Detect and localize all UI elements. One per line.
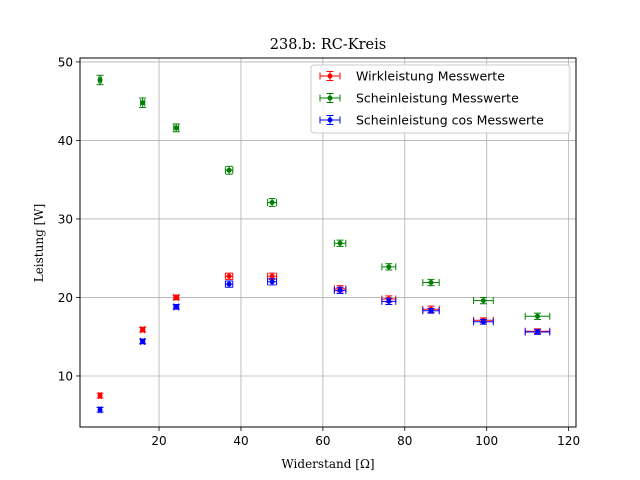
data-point	[96, 74, 104, 86]
data-point	[172, 303, 180, 311]
data-point	[333, 286, 347, 295]
legend-marker	[319, 93, 341, 103]
ticks: 20 40 60 80 100 120 10 20 30 40 50	[58, 55, 580, 448]
y-tick-label: 40	[58, 134, 73, 148]
data-point	[473, 318, 494, 326]
legend-entry: Scheinleistung cos Messwerte	[319, 113, 544, 128]
data-point	[172, 293, 180, 301]
x-axis-label: Widerstand [Ω]	[281, 457, 374, 471]
series-2	[96, 74, 551, 320]
x-tick-label: 60	[315, 434, 330, 448]
plot-frame	[79, 57, 577, 428]
data-point	[422, 307, 440, 315]
series-layer	[96, 74, 551, 414]
data-point	[333, 239, 347, 247]
data-point	[473, 296, 494, 305]
x-tick-label: 100	[475, 434, 498, 448]
y-tick-label: 20	[58, 291, 73, 305]
legend-label: Scheinleistung Messwerte	[356, 91, 519, 106]
x-tick-label: 120	[557, 434, 580, 448]
y-axis-label: Leistung [W]	[32, 204, 46, 283]
data-point	[224, 165, 234, 175]
legend-entry: Wirkleistung Messwerte	[319, 69, 505, 84]
y-tick-label: 30	[58, 212, 73, 226]
legend-label: Wirkleistung Messwerte	[356, 69, 505, 84]
data-point	[524, 328, 551, 336]
data-point	[422, 278, 440, 287]
data-point	[139, 337, 147, 345]
y-tick-label: 50	[58, 55, 73, 69]
data-point	[524, 312, 551, 320]
legend: Wirkleistung Messwerte Scheinleistung Mes…	[310, 64, 571, 134]
data-point	[224, 272, 234, 280]
y-tick-label: 10	[58, 369, 73, 383]
data-point	[267, 278, 278, 286]
data-point	[224, 280, 234, 288]
x-tick-label: 80	[397, 434, 412, 448]
series-3	[96, 278, 551, 414]
data-point	[267, 198, 278, 207]
legend-label: Scheinleistung cos Messwerte	[356, 113, 544, 128]
data-point	[381, 263, 397, 271]
data-point	[139, 97, 147, 108]
legend-marker	[319, 71, 341, 81]
data-point	[96, 406, 104, 414]
x-tick-label: 40	[233, 434, 248, 448]
data-point	[139, 326, 147, 334]
chart-title: 238.b: RC-Kreis	[270, 37, 386, 53]
legend-marker	[319, 115, 341, 125]
legend-box	[310, 64, 571, 134]
data-point	[96, 392, 104, 400]
data-point	[172, 123, 180, 133]
data-point	[381, 297, 397, 306]
x-tick-label: 20	[151, 434, 166, 448]
legend-entry: Scheinleistung Messwerte	[319, 91, 519, 106]
